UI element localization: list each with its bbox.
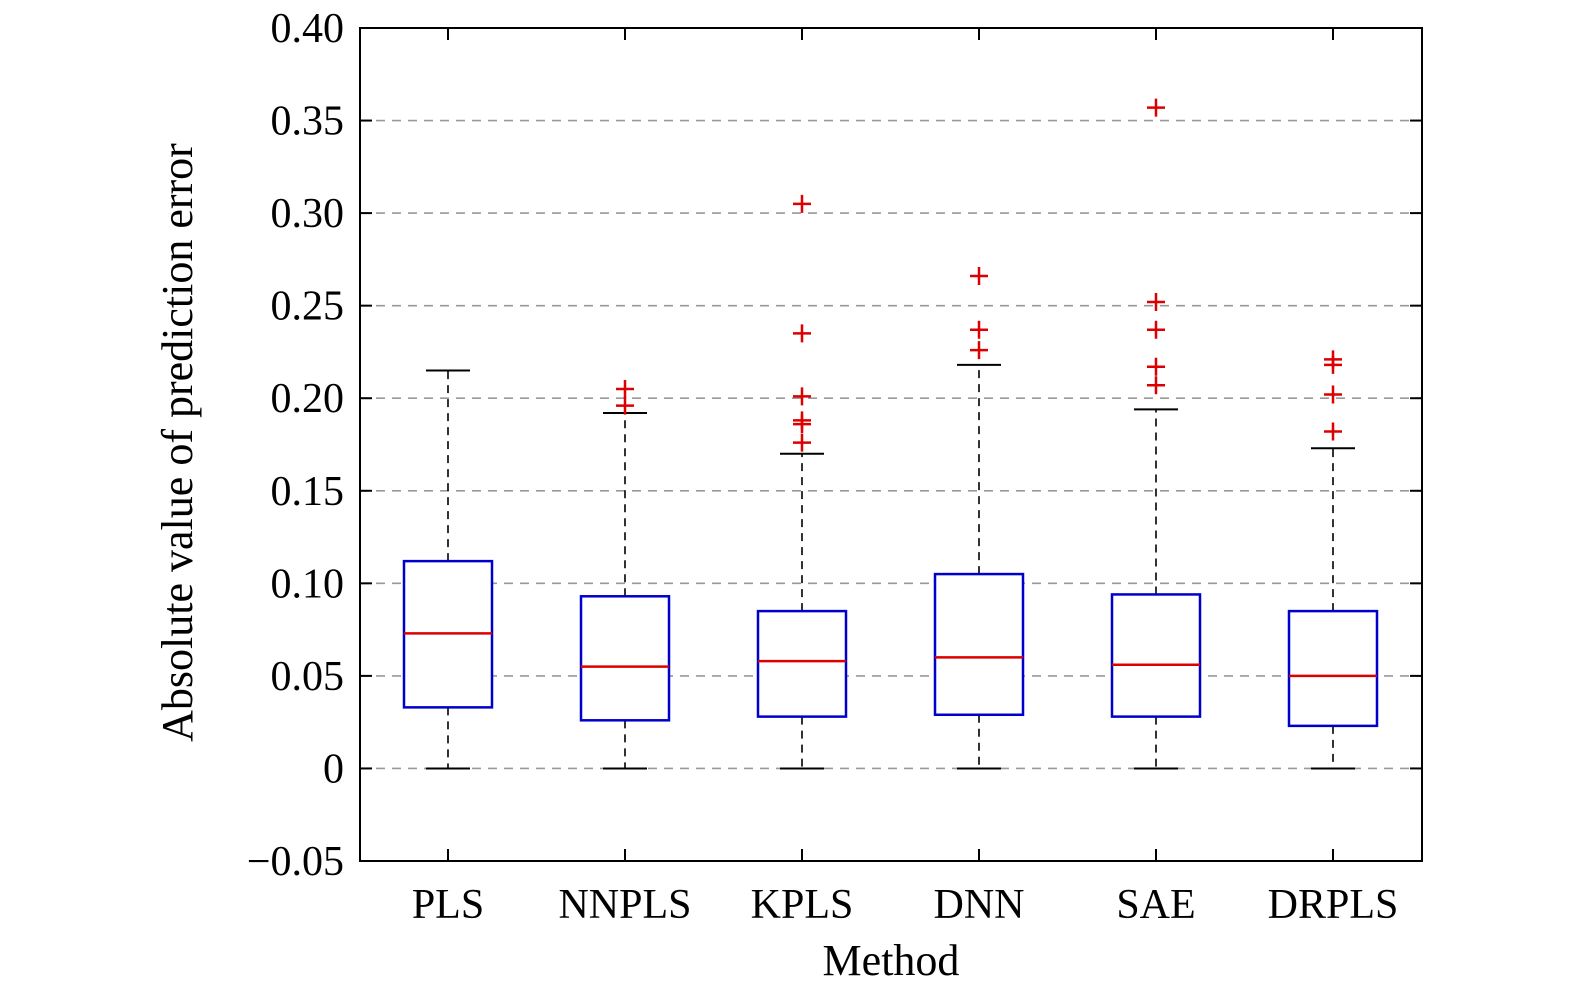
outlier-marker bbox=[970, 267, 988, 286]
x-axis-title: Method bbox=[823, 936, 960, 985]
box-drpls bbox=[1287, 350, 1379, 770]
y-tick-label: 0.05 bbox=[271, 654, 345, 700]
y-tick-label: 0.30 bbox=[271, 191, 345, 237]
iqr-box bbox=[756, 609, 848, 718]
y-tick-label: 0.25 bbox=[271, 284, 345, 330]
y-tick-label: 0.20 bbox=[271, 376, 345, 422]
outlier-marker bbox=[793, 324, 811, 343]
outlier-marker bbox=[970, 320, 988, 339]
outlier-marker bbox=[1147, 376, 1165, 395]
outlier-marker bbox=[616, 396, 634, 415]
gridlines bbox=[360, 119, 1422, 770]
y-axis-title: Absolute value of prediction error bbox=[153, 143, 202, 742]
y-tick-label: 0.15 bbox=[271, 469, 345, 515]
boxes bbox=[402, 98, 1379, 770]
box-sae bbox=[1110, 98, 1202, 770]
outlier-marker bbox=[793, 433, 811, 452]
outlier-marker bbox=[616, 379, 634, 398]
iqr-box bbox=[579, 595, 671, 722]
y-tick-label: 0 bbox=[323, 746, 344, 792]
box-dnn bbox=[933, 267, 1025, 770]
outlier-marker bbox=[970, 341, 988, 360]
y-tick-label: 0.40 bbox=[271, 6, 345, 52]
x-tick-label: PLS bbox=[412, 882, 484, 928]
y-tick-label: 0.35 bbox=[271, 99, 345, 145]
x-tick-label: DRPLS bbox=[1268, 882, 1399, 928]
iqr-box bbox=[1110, 593, 1202, 718]
x-tick-label: NNPLS bbox=[558, 882, 691, 928]
x-tick-label: SAE bbox=[1116, 882, 1195, 928]
x-tick-label: DNN bbox=[934, 882, 1025, 928]
outlier-marker bbox=[793, 387, 811, 406]
iqr-box bbox=[1287, 609, 1379, 728]
iqr-box bbox=[933, 572, 1025, 717]
outlier-marker bbox=[1324, 422, 1342, 441]
outlier-marker bbox=[793, 194, 811, 213]
outlier-marker bbox=[1147, 357, 1165, 376]
outlier-marker bbox=[793, 415, 811, 434]
y-tick-label: 0.10 bbox=[271, 561, 345, 607]
box-kpls bbox=[756, 194, 848, 770]
outlier-marker bbox=[1147, 320, 1165, 339]
outlier-marker bbox=[1147, 98, 1165, 117]
outlier-marker bbox=[1147, 292, 1165, 311]
outlier-marker bbox=[1324, 385, 1342, 404]
y-tick-label: −0.05 bbox=[247, 839, 344, 885]
x-tick-label: KPLS bbox=[751, 882, 854, 928]
box-nnpls bbox=[579, 379, 671, 770]
plot-frame bbox=[359, 27, 1423, 862]
box-pls bbox=[402, 369, 494, 770]
axis-ticks: −0.05 0 0.05 0.10 0.15 0.20 0.25 0.30 0.35 0.40 PL… bbox=[247, 6, 1422, 928]
outlier-marker bbox=[1324, 355, 1342, 374]
